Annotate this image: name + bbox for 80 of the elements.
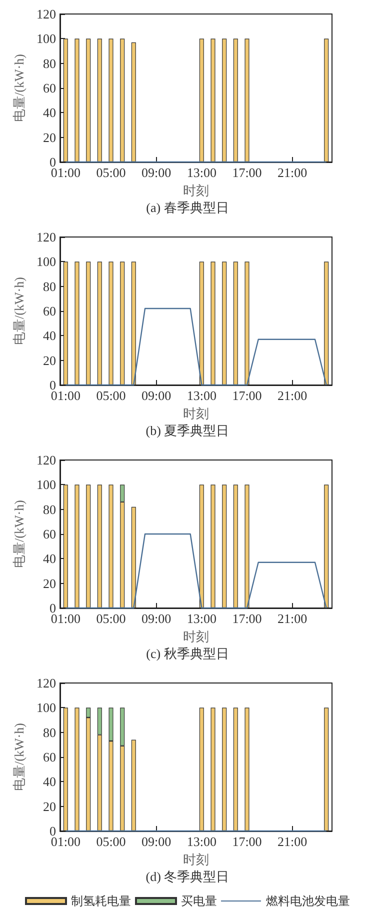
bar xyxy=(63,484,68,608)
y-tick-label: 120 xyxy=(36,676,56,690)
y-tick-label: 20 xyxy=(43,798,56,814)
bar xyxy=(210,708,216,831)
x-tick-label: 05:00 xyxy=(96,165,126,180)
y-tick-label: 120 xyxy=(36,6,56,22)
y-tick-label: 20 xyxy=(43,352,56,368)
y-tick-label: 60 xyxy=(43,526,56,542)
x-tick-label: 05:00 xyxy=(96,611,126,626)
bar xyxy=(199,708,204,831)
y-axis-title: 电量/(kW·h) xyxy=(12,54,27,122)
y-tick-label: 60 xyxy=(43,304,56,318)
x-tick-label: 17:00 xyxy=(232,388,262,403)
x-tick-label: 09:00 xyxy=(142,165,172,180)
legend-label: 制氢耗电量 xyxy=(71,894,131,908)
text: (c) 秋季典型日 xyxy=(146,646,229,661)
x-tick-label: 21:00 xyxy=(278,165,308,180)
bar xyxy=(324,484,329,608)
bar xyxy=(324,708,329,831)
y-tick-label: 40 xyxy=(43,328,56,344)
x-tick-label: 13:00 xyxy=(186,611,216,626)
x-axis-title: 时刻 xyxy=(183,183,209,198)
x-tick-label: 21:00 xyxy=(278,834,308,849)
bar xyxy=(222,484,227,608)
y-tick-label: 20 xyxy=(43,576,56,591)
x-tick-label: 09:00 xyxy=(142,611,172,626)
bar xyxy=(244,484,250,608)
bar xyxy=(233,708,238,831)
x-tick-label: 05:00 xyxy=(96,834,126,849)
bar xyxy=(108,484,114,608)
bar xyxy=(199,484,204,608)
text: (b) 夏季典型日 xyxy=(146,423,230,438)
x-tick-label: 09:00 xyxy=(142,834,172,849)
bar xyxy=(74,708,80,831)
bar xyxy=(74,484,80,608)
bar xyxy=(233,484,238,608)
y-tick-label: 60 xyxy=(43,750,56,764)
y-tick-label: 60 xyxy=(43,80,56,96)
y-tick-label: 80 xyxy=(43,502,56,517)
bar xyxy=(131,506,136,608)
y-tick-label: 120 xyxy=(36,230,56,244)
y-axis-title: 电量/(kW·h) xyxy=(12,723,27,791)
x-axis-title: 时刻 xyxy=(183,406,209,421)
y-axis-title: 电量/(kW·h) xyxy=(12,500,27,568)
x-tick-label: 17:00 xyxy=(232,165,262,180)
x-tick-label: 09:00 xyxy=(142,388,172,403)
y-tick-label: 80 xyxy=(43,724,56,740)
y-tick-label: 40 xyxy=(43,551,56,566)
bar xyxy=(97,484,102,608)
y-tick-label: 40 xyxy=(43,105,56,120)
y-tick-label: 80 xyxy=(43,56,56,71)
y-tick-label: 120 xyxy=(36,452,56,468)
y-tick-label: 100 xyxy=(36,477,56,492)
x-axis-title: 时刻 xyxy=(183,852,209,867)
bar xyxy=(210,484,216,608)
y-tick-label: 100 xyxy=(36,700,56,716)
text: (d) 冬季典型日 xyxy=(146,869,230,884)
x-tick-label: 21:00 xyxy=(278,611,308,626)
y-tick-label: 40 xyxy=(43,774,56,790)
bar xyxy=(222,708,227,831)
x-tick-label: 05:00 xyxy=(96,388,126,403)
bar xyxy=(244,708,250,831)
bar xyxy=(131,740,136,831)
x-tick-label: 13:00 xyxy=(186,834,216,849)
bar xyxy=(86,484,91,608)
y-tick-label: 20 xyxy=(43,130,56,145)
text: (a) 春季典型日 xyxy=(146,200,229,215)
legend-label: 买电量 xyxy=(181,894,217,908)
y-tick-label: 100 xyxy=(36,31,56,46)
y-axis-title: 电量/(kW·h) xyxy=(12,277,27,345)
x-tick-label: 21:00 xyxy=(278,388,308,403)
x-tick-label: 13:00 xyxy=(186,388,216,403)
bar xyxy=(63,708,68,831)
y-tick-label: 80 xyxy=(43,278,56,294)
y-tick-label: 100 xyxy=(36,254,56,270)
x-tick-label: 13:00 xyxy=(186,165,216,180)
x-tick-label: 17:00 xyxy=(232,611,262,626)
legend-label: 燃料电池发电量 xyxy=(266,894,350,908)
x-axis-title: 时刻 xyxy=(183,629,209,644)
x-tick-label: 17:00 xyxy=(232,834,262,849)
